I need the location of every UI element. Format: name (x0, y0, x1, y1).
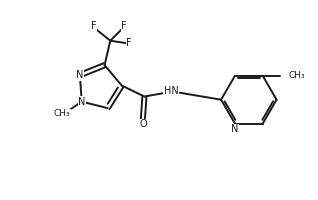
Text: N: N (76, 70, 84, 80)
Text: F: F (121, 21, 127, 31)
Text: F: F (91, 21, 97, 31)
Text: N: N (231, 124, 238, 134)
Text: HN: HN (163, 86, 178, 96)
Text: F: F (126, 38, 132, 48)
Text: CH₃: CH₃ (53, 109, 70, 118)
Text: N: N (78, 97, 86, 107)
Text: CH₃: CH₃ (289, 71, 306, 80)
Text: O: O (139, 119, 147, 129)
